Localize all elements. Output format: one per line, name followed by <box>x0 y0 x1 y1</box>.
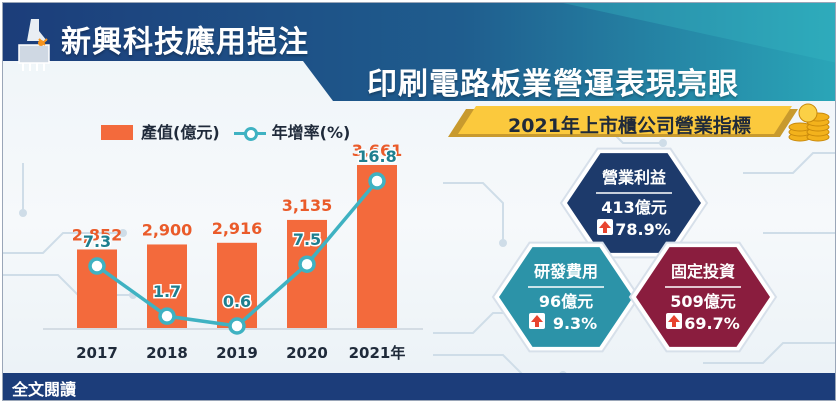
indicator-name: 固定投資 <box>671 262 735 281</box>
line-value-label: 0.6 <box>223 292 251 311</box>
indicator-value: 96億元 <box>539 292 593 311</box>
indicator-hexagon: 固定投資 509億元 69.7% <box>628 241 778 353</box>
legend-bar-label: 產值(億元) <box>141 123 220 142</box>
line-value-label: 7.5 <box>293 230 321 249</box>
line-point <box>368 172 386 190</box>
bar <box>357 165 397 328</box>
legend-line-label: 年增率(%) <box>271 123 351 142</box>
infographic-frame: 新興科技應用挹注 印刷電路板業營運表現亮眼 2021年上市櫃公司營業指標 產值(… <box>2 2 836 401</box>
indicator-value: 413億元 <box>601 198 666 217</box>
combo-chart: 2,852 2017 2,900 2018 2,916 2019 3,135 2020 3,66… <box>43 141 423 362</box>
indicator-hexagons: 營業利益 413億元 78.9% 研發費用 96億元 9.3% 固定投資 509億元 69.7% <box>491 147 778 353</box>
indicator-growth: 78.9% <box>615 220 671 239</box>
line-point <box>88 257 106 275</box>
bar-value-label: 2,916 <box>212 219 263 238</box>
indicator-name: 研發費用 <box>534 262 598 281</box>
x-tick-label: 2020 <box>286 344 328 362</box>
legend-bar-swatch <box>101 125 133 140</box>
line-point <box>298 255 316 273</box>
coins-icon <box>788 103 830 142</box>
page-title-line2: 印刷電路板業營運表現亮眼 <box>367 67 739 102</box>
indicator-hexagon: 營業利益 413億元 78.9% <box>559 147 709 259</box>
arrow-up-icon <box>597 219 613 235</box>
chip-icon <box>18 19 50 71</box>
x-tick-label: 2018 <box>146 344 188 362</box>
line-value-label: 1.7 <box>153 282 181 301</box>
x-tick-label: 2019 <box>216 344 258 362</box>
ribbon-title: 2021年上市櫃公司營業指標 <box>508 115 751 137</box>
footer-bar <box>3 373 835 400</box>
bar-value-label: 2,900 <box>142 220 193 239</box>
indicator-name: 營業利益 <box>602 168 666 187</box>
indicator-growth: 69.7% <box>684 314 740 333</box>
bar-value-label: 2,852 <box>72 225 123 244</box>
x-tick-label: 2017 <box>76 344 118 362</box>
line-point <box>228 317 246 335</box>
line-value-label: 7.3 <box>83 232 111 251</box>
legend-line-swatch <box>233 125 266 141</box>
indicator-growth: 9.3% <box>553 314 597 333</box>
x-tick-label: 2021年 <box>349 344 406 362</box>
bar-value-label: 3,661 <box>352 141 403 160</box>
arrow-up-icon <box>666 313 682 329</box>
ribbon-banner <box>448 106 798 137</box>
page-title-line1: 新興科技應用挹注 <box>61 25 309 60</box>
arrow-up-icon <box>529 313 545 329</box>
line-point <box>158 307 176 325</box>
chart-legend: 產值(億元) 年增率(%) <box>101 119 350 143</box>
header-band <box>3 3 835 101</box>
bar-value-label: 3,135 <box>282 196 333 215</box>
indicator-value: 509億元 <box>670 292 735 311</box>
line-value-label: 16.8 <box>357 147 396 166</box>
indicator-hexagon: 研發費用 96億元 9.3% <box>491 241 641 353</box>
read-all-link[interactable]: 全文閱讀 <box>12 380 77 399</box>
